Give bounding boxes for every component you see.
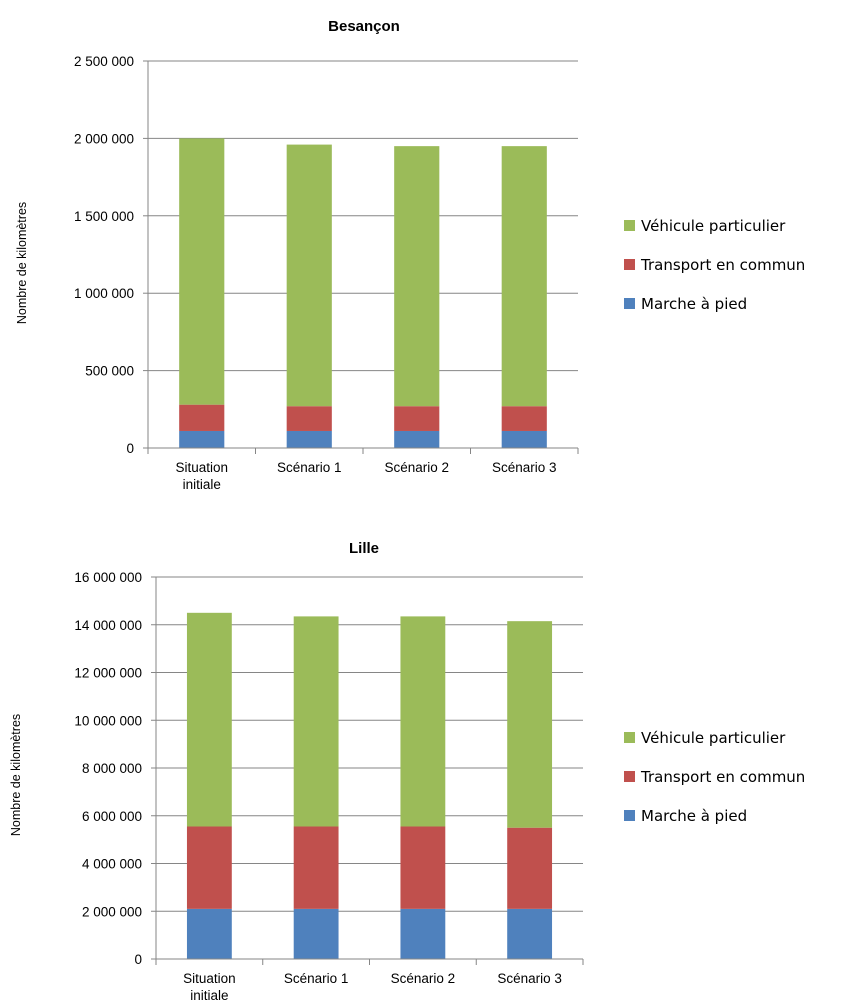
bar-transport-en-commun (179, 404, 225, 431)
legend-swatch (624, 732, 635, 743)
y-tick-label: 6 000 000 (82, 809, 142, 824)
legend-label: Véhicule particulier (641, 729, 786, 747)
bar-marche-a-pied (179, 430, 225, 448)
legend-item-vehicule-particulier: Véhicule particulier (624, 729, 786, 747)
x-axis: Situation initiale Scénario 1 Scénario 2 Scé… (155, 577, 584, 1000)
y-tick-label: 16 000 000 (74, 570, 142, 585)
y-axis-label: Nombre de kilomètres (9, 714, 23, 836)
bar-vehicule-particulier (186, 612, 232, 827)
y-tick-label: 0 (126, 441, 134, 456)
bar-transport-en-commun (400, 826, 446, 909)
legend-label: Marche à pied (641, 295, 747, 313)
bar-transport-en-commun (501, 406, 547, 431)
bars (186, 612, 553, 959)
y-tick-label: 1 500 000 (74, 209, 134, 224)
bar-vehicule-particulier (179, 138, 225, 405)
x-tick-label: Scénario 3 (492, 460, 557, 475)
x-tick-label: Situation initiale (175, 460, 228, 492)
legend-label: Transport en commun (640, 768, 805, 786)
bar-transport-en-commun (186, 826, 232, 909)
bar-marche-a-pied (394, 430, 440, 448)
legend: Véhicule particulier Transport en commun M… (624, 217, 805, 313)
bar-marche-a-pied (186, 908, 232, 959)
x-tick-label: Scénario 2 (384, 460, 449, 475)
bar-marche-a-pied (400, 908, 446, 959)
legend-label: Marche à pied (641, 807, 747, 825)
x-tick-label: Scénario 1 (284, 971, 349, 986)
legend-label: Véhicule particulier (641, 217, 786, 235)
y-tick-label: 4 000 000 (82, 857, 142, 872)
bar-transport-en-commun (293, 826, 339, 909)
bar-transport-en-commun (507, 827, 553, 909)
bar-marche-a-pied (293, 908, 339, 959)
chart-besancon: Besançon 0 500 000 1 000 000 1 500 000 2 000… (15, 18, 805, 492)
y-ticks: 0 2 000 000 4 000 000 6 000 000 8 000 000 10 … (74, 570, 156, 967)
bar-vehicule-particulier (400, 616, 446, 827)
bar-vehicule-particulier (394, 146, 440, 407)
y-tick-label: 2 000 000 (74, 131, 134, 146)
legend-item-marche-a-pied: Marche à pied (624, 807, 747, 825)
x-tick-label: Scénario 2 (391, 971, 456, 986)
legend-swatch (624, 810, 635, 821)
legend-item-transport-en-commun: Transport en commun (624, 768, 805, 786)
bar-marche-a-pied (507, 908, 553, 959)
bar-vehicule-particulier (507, 621, 553, 828)
legend-swatch (624, 220, 635, 231)
y-tick-label: 2 500 000 (74, 54, 134, 69)
y-tick-label: 12 000 000 (74, 666, 142, 681)
bar-vehicule-particulier (501, 146, 547, 407)
bar-marche-a-pied (501, 430, 547, 448)
y-tick-label: 2 000 000 (82, 904, 142, 919)
bar-vehicule-particulier (286, 144, 332, 407)
bar-transport-en-commun (394, 406, 440, 431)
bar-vehicule-particulier (293, 616, 339, 827)
x-tick-label: Situation initiale (183, 971, 236, 1000)
chart-lille: Lille 0 2 000 000 4 000 000 6 000 000 8 000 … (9, 540, 805, 1000)
legend-swatch (624, 259, 635, 270)
y-tick-label: 14 000 000 (74, 618, 142, 633)
legend: Véhicule particulier Transport en commun M… (624, 729, 805, 825)
y-tick-label: 10 000 000 (74, 713, 142, 728)
legend-item-marche-a-pied: Marche à pied (624, 295, 747, 313)
y-ticks: 0 500 000 1 000 000 1 500 000 2 000 000 2 500… (74, 54, 148, 456)
chart-title: Besançon (328, 18, 400, 35)
legend-label: Transport en commun (640, 256, 805, 274)
legend-item-transport-en-commun: Transport en commun (624, 256, 805, 274)
legend-swatch (624, 771, 635, 782)
y-tick-label: 0 (134, 952, 142, 967)
y-axis-label: Nombre de kilomètres (15, 202, 29, 324)
x-axis: Situation initiale Scénario 1 Scénario 2 Scé… (147, 61, 579, 492)
legend-item-vehicule-particulier: Véhicule particulier (624, 217, 786, 235)
y-tick-label: 500 000 (85, 364, 134, 379)
x-tick-label: Scénario 3 (497, 971, 562, 986)
y-tick-label: 8 000 000 (82, 761, 142, 776)
chart-title: Lille (349, 540, 379, 557)
bars (179, 138, 547, 448)
y-tick-label: 1 000 000 (74, 286, 134, 301)
bar-transport-en-commun (286, 406, 332, 431)
legend-swatch (624, 298, 635, 309)
bar-marche-a-pied (286, 430, 332, 448)
x-tick-label: Scénario 1 (277, 460, 342, 475)
